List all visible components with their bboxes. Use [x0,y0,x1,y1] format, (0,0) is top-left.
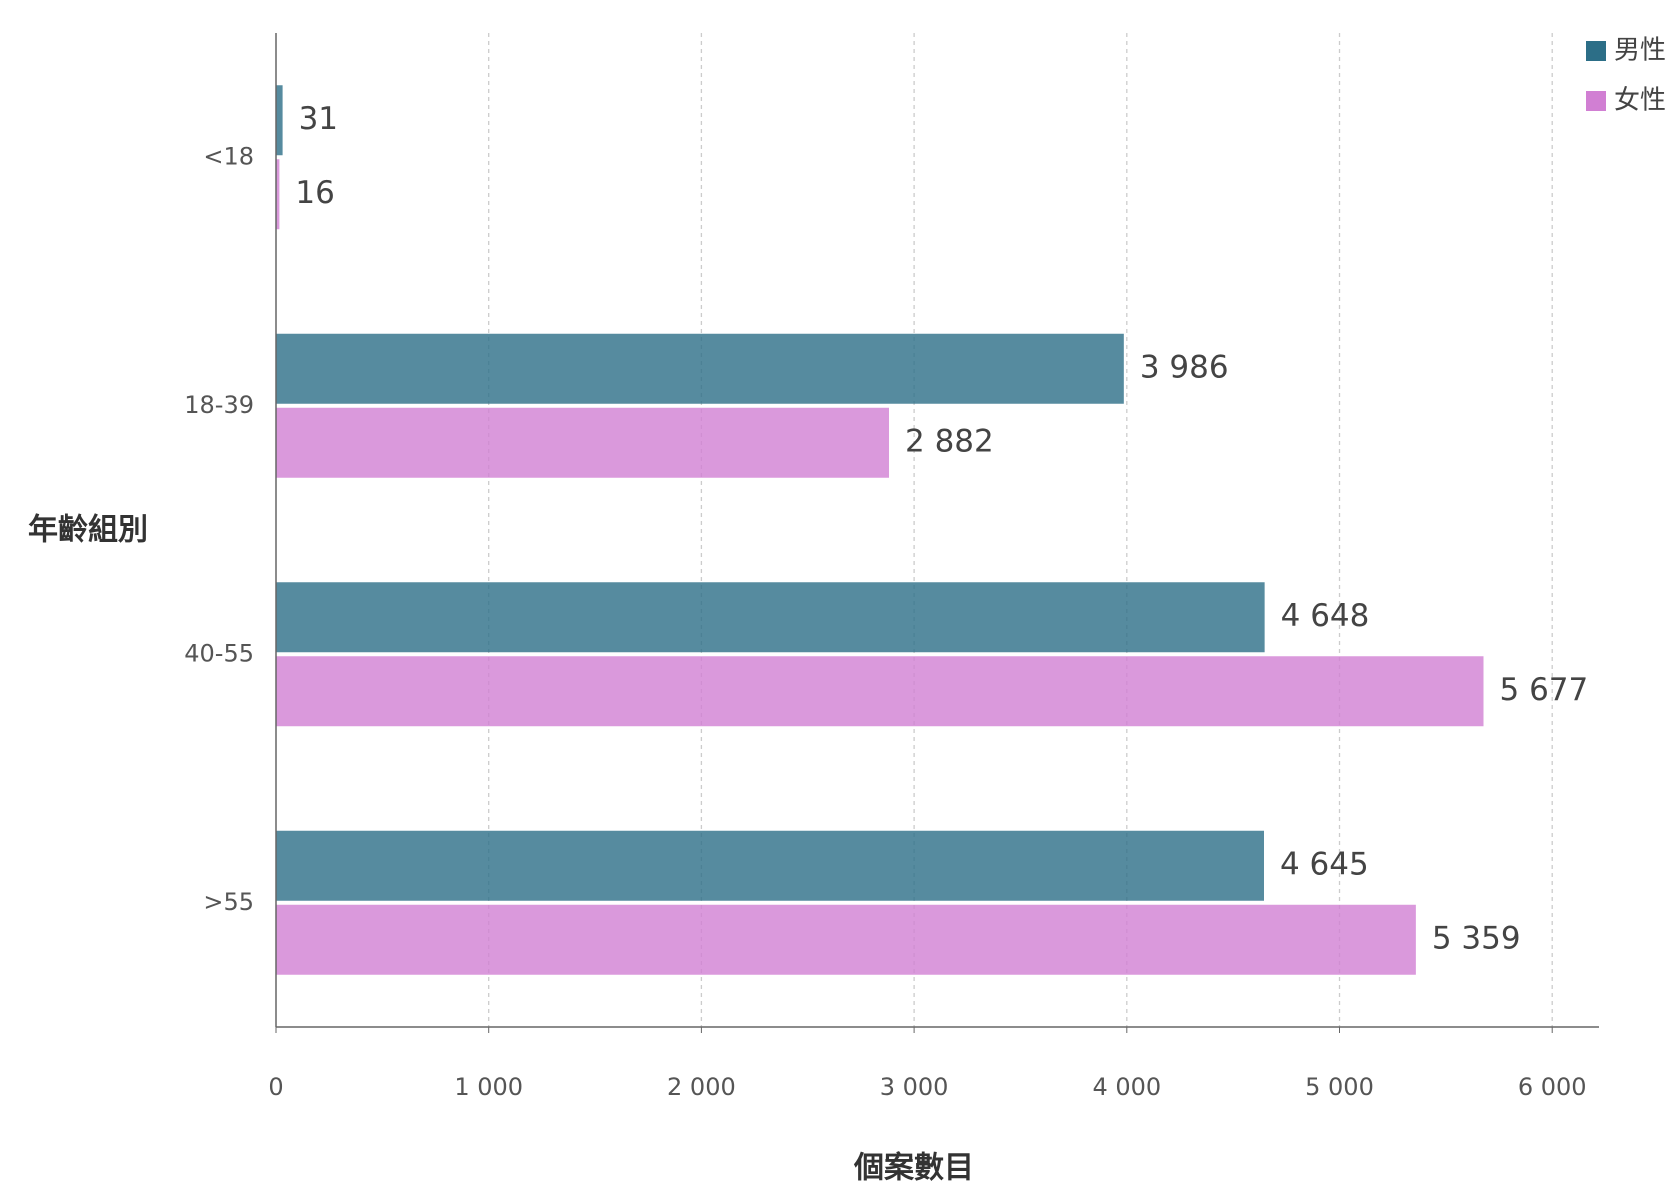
bar [276,407,890,478]
value-label: 4 645 [1280,846,1369,882]
x-tick-label: 4 000 [1092,1073,1161,1101]
bar [276,159,280,230]
value-label: 3 986 [1140,349,1229,385]
legend-label: 女性 [1614,86,1666,116]
x-tick-label: 1 000 [454,1073,523,1101]
y-tick-label: >55 [203,888,254,916]
value-label: 5 677 [1500,672,1589,708]
x-tick-label: 2 000 [667,1073,736,1101]
legend-label: 男性 [1614,36,1666,66]
x-axis-label: 個案數目 [853,1151,974,1186]
value-label: 4 648 [1281,598,1370,634]
x-tick-label: 5 000 [1305,1073,1374,1101]
bar [276,333,1124,404]
value-label: 5 359 [1432,920,1521,956]
legend-swatch [1586,91,1606,111]
y-tick-label: <18 [203,142,254,170]
bar [276,830,1264,901]
y-tick-label: 40-55 [184,639,254,667]
x-tick-label: 0 [268,1073,283,1101]
value-label: 16 [295,175,334,211]
legend-swatch [1586,41,1606,61]
y-axis-label: 年齡組別 [28,513,148,548]
bar [276,904,1416,975]
x-tick-label: 6 000 [1518,1073,1587,1101]
x-tick-label: 3 000 [880,1073,949,1101]
value-label: 31 [299,101,338,137]
bar [276,85,283,156]
value-label: 2 882 [905,423,994,459]
bar [276,656,1484,727]
bar [276,582,1265,653]
y-tick-label: 18-39 [184,391,254,419]
